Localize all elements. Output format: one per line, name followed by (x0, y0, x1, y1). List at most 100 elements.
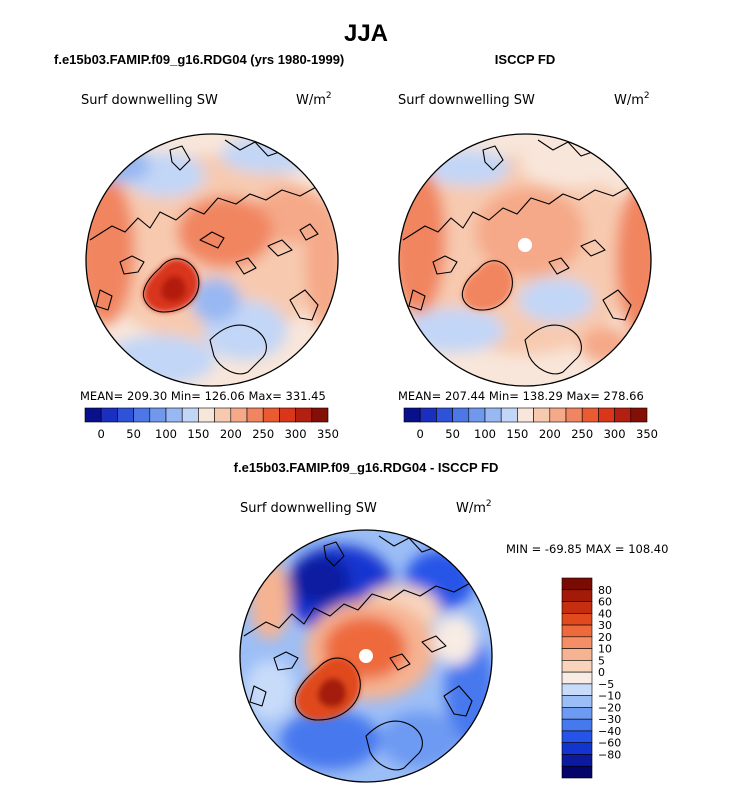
colorbar-swatch (561, 601, 593, 614)
panel-diff-heading: f.e15b03.FAMIP.f09_g16.RDG04 - ISCCP FD (234, 460, 499, 475)
panel-obs-map (399, 134, 651, 386)
panel-diff-units: W/m2 (456, 499, 492, 516)
colorbar-swatch (149, 407, 167, 423)
colorbar-tick-label: −60 (598, 737, 621, 750)
colorbar-tick-label: 50 (445, 427, 460, 441)
colorbar-tick-label: 100 (155, 427, 177, 441)
colorbar-tick-label: 200 (539, 427, 561, 441)
colorbar-swatch (561, 671, 593, 685)
colorbar-swatch (561, 612, 593, 626)
colorbar-swatch (561, 624, 593, 638)
colorbar-swatch (614, 407, 632, 423)
colorbar-swatch (181, 407, 199, 423)
colorbar-swatch (468, 407, 486, 423)
colorbar-tick-label: 5 (598, 654, 605, 667)
colorbar-tick-label: 200 (220, 427, 242, 441)
colorbar-swatch (565, 407, 583, 423)
colorbar-swatch (133, 407, 151, 423)
colorbar-tick-label: 350 (636, 427, 658, 441)
panel-model-variable: Surf downwelling SW (81, 93, 218, 108)
colorbar-tick-label: 300 (604, 427, 626, 441)
panel-obs-coastlines (402, 139, 632, 375)
colorbar-swatch (500, 407, 518, 423)
panel-diff-variable: Surf downwelling SW (240, 501, 377, 516)
panel-obs-colorbar: 0 50 100 150 200 250 300 350 (403, 407, 658, 441)
colorbar-tick-label: 250 (571, 427, 593, 441)
panel-diff: f.e15b03.FAMIP.f09_g16.RDG04 - ISCCP FD … (234, 460, 668, 783)
colorbar-tick-label: −5 (598, 678, 614, 691)
colorbar-swatch (581, 407, 599, 423)
colorbar-swatch (436, 407, 453, 423)
colorbar-swatch (198, 407, 215, 423)
colorbar-swatch (561, 577, 593, 591)
colorbar-tick-label: 50 (126, 427, 141, 441)
colorbar-tick-label: 80 (598, 584, 612, 597)
panel-obs-heading: ISCCP FD (495, 52, 555, 67)
colorbar-swatch (561, 636, 593, 649)
colorbar-tick-label: −40 (598, 725, 621, 738)
panel-diff-stats: MIN = -69.85 MAX = 108.40 (506, 542, 668, 556)
colorbar-tick-label: 20 (598, 631, 612, 644)
colorbar-swatch (484, 407, 502, 423)
colorbar-swatch (84, 407, 102, 423)
colorbar-tick-label: 150 (187, 427, 209, 441)
colorbar-swatch (561, 648, 593, 661)
colorbar-tick-label: 350 (317, 427, 339, 441)
panel-diff-map-outline (239, 529, 493, 783)
colorbar-swatch (517, 407, 534, 423)
panel-model: f.e15b03.FAMIP.f09_g16.RDG04 (yrs 1980-1… (54, 52, 344, 441)
colorbar-swatch (561, 718, 593, 732)
colorbar-tick-label: 300 (285, 427, 307, 441)
panel-model-stats: MEAN= 209.30 Min= 126.06 Max= 331.45 (80, 389, 326, 403)
colorbar-swatch (561, 730, 593, 744)
colorbar-swatch (214, 407, 232, 423)
colorbar-swatch (279, 407, 296, 423)
colorbar-swatch (561, 695, 593, 708)
colorbar-swatch (100, 407, 118, 423)
colorbar-swatch (533, 407, 551, 423)
colorbar-swatch (561, 707, 593, 720)
colorbar-tick-label: 100 (474, 427, 496, 441)
panel-obs-missing-pole (518, 238, 532, 252)
colorbar-tick-label: 30 (598, 619, 612, 632)
colorbar-swatch (561, 589, 593, 602)
colorbar-tick-label: 40 (598, 607, 612, 620)
colorbar-swatch (165, 407, 183, 423)
colorbar-swatch (262, 407, 280, 423)
colorbar-swatch (246, 407, 264, 423)
colorbar-swatch (561, 742, 593, 755)
colorbar-swatch (295, 407, 313, 423)
panel-model-heading: f.e15b03.FAMIP.f09_g16.RDG04 (yrs 1980-1… (54, 52, 344, 67)
colorbar-swatch (561, 683, 593, 696)
colorbar-tick-label: 0 (417, 427, 424, 441)
colorbar-tick-label: −20 (598, 701, 621, 714)
colorbar-swatch (117, 407, 134, 423)
colorbar-swatch (419, 407, 437, 423)
panel-model-colorbar: 0 50 100 150 200 250 300 350 (84, 407, 339, 441)
colorbar-swatch (598, 407, 615, 423)
colorbar-swatch (630, 407, 648, 423)
panel-model-map-outline (85, 133, 339, 387)
colorbar-swatch (561, 754, 593, 767)
colorbar-swatch (549, 407, 567, 423)
colorbar-tick-label: 10 (598, 643, 612, 656)
colorbar-tick-label: 250 (252, 427, 274, 441)
panel-model-coastlines (89, 139, 319, 375)
colorbar-swatch (403, 407, 421, 423)
colorbar-tick-label: 0 (98, 427, 105, 441)
colorbar-swatch (452, 407, 470, 423)
colorbar-swatch (230, 407, 248, 423)
panel-obs: ISCCP FD Surf downwelling SW W/m2 (398, 52, 658, 441)
panel-obs-units: W/m2 (614, 91, 650, 108)
colorbar-tick-label: −30 (598, 713, 621, 726)
colorbar-swatch (561, 660, 593, 673)
colorbar-swatch (311, 407, 329, 423)
colorbar-tick-label: −10 (598, 690, 621, 703)
panel-model-units: W/m2 (296, 91, 332, 108)
colorbar-tick-label: 150 (506, 427, 528, 441)
panel-obs-variable: Surf downwelling SW (398, 93, 535, 108)
panel-obs-map-outline (398, 133, 652, 387)
panel-obs-stats: MEAN= 207.44 Min= 138.29 Max= 278.66 (398, 389, 644, 403)
